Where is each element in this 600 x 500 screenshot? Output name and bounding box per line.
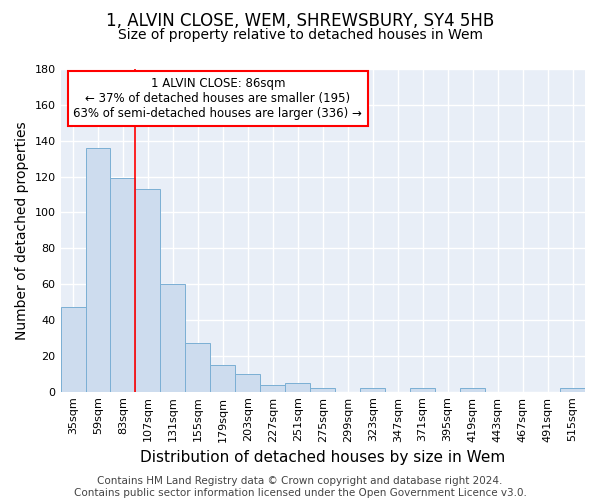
Text: Size of property relative to detached houses in Wem: Size of property relative to detached ho… — [118, 28, 482, 42]
Text: 1 ALVIN CLOSE: 86sqm
← 37% of detached houses are smaller (195)
63% of semi-deta: 1 ALVIN CLOSE: 86sqm ← 37% of detached h… — [73, 77, 362, 120]
Bar — [136, 189, 160, 392]
Bar — [211, 365, 235, 392]
Bar — [235, 374, 260, 392]
Bar — [260, 384, 286, 392]
Bar — [310, 388, 335, 392]
Text: 1, ALVIN CLOSE, WEM, SHREWSBURY, SY4 5HB: 1, ALVIN CLOSE, WEM, SHREWSBURY, SY4 5HB — [106, 12, 494, 30]
Bar — [560, 388, 585, 392]
Bar — [185, 344, 211, 392]
Text: Contains HM Land Registry data © Crown copyright and database right 2024.
Contai: Contains HM Land Registry data © Crown c… — [74, 476, 526, 498]
Bar — [110, 178, 136, 392]
Bar — [410, 388, 435, 392]
Y-axis label: Number of detached properties: Number of detached properties — [15, 121, 29, 340]
Bar — [460, 388, 485, 392]
X-axis label: Distribution of detached houses by size in Wem: Distribution of detached houses by size … — [140, 450, 505, 465]
Bar — [160, 284, 185, 392]
Bar — [61, 308, 86, 392]
Bar — [86, 148, 110, 392]
Bar — [286, 382, 310, 392]
Bar — [360, 388, 385, 392]
